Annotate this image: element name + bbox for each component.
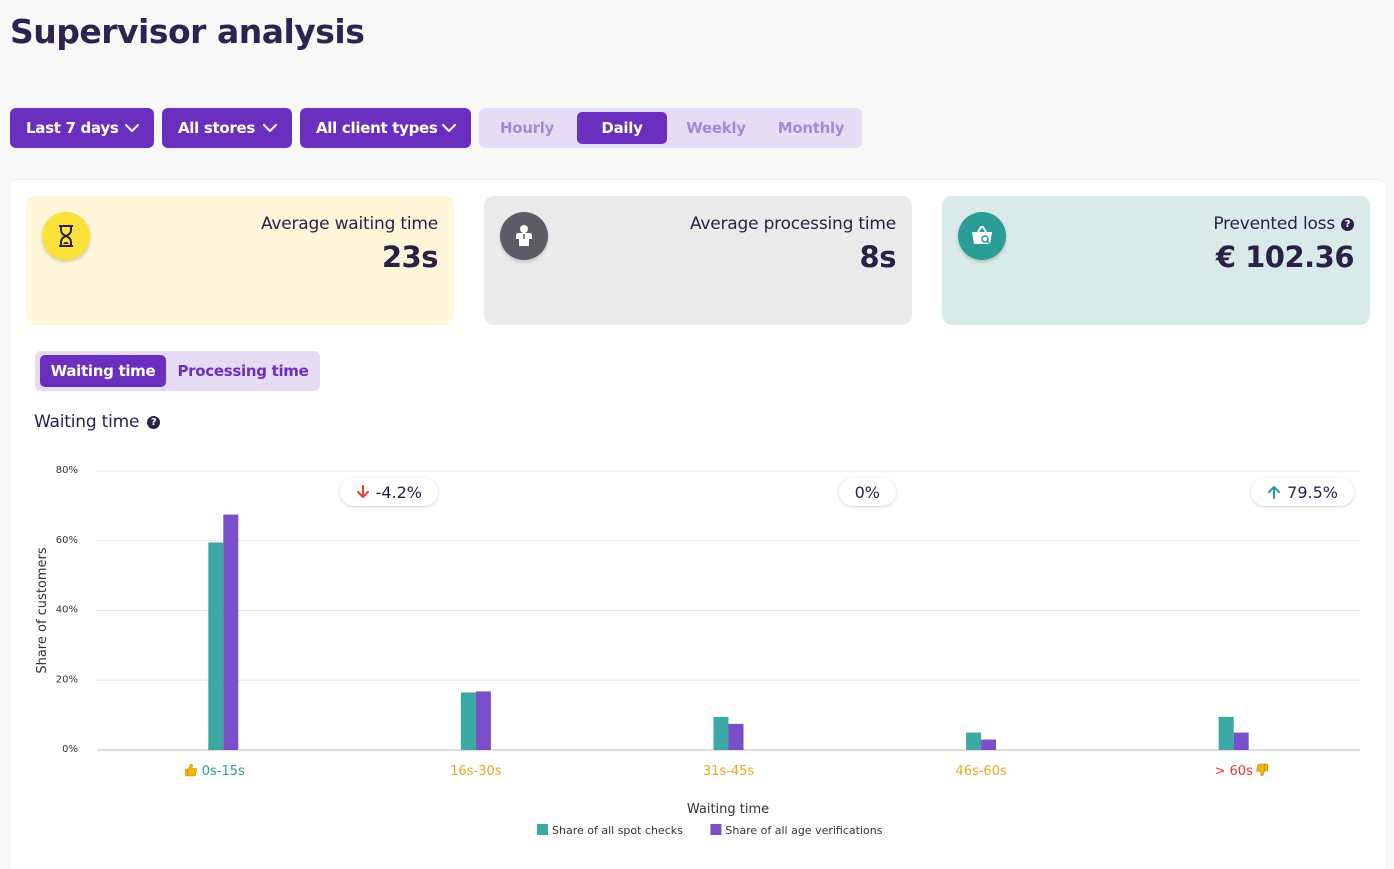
- period-hourly[interactable]: Hourly: [499, 119, 555, 137]
- legend-swatch: [537, 824, 548, 835]
- arrow-up-icon: [1268, 486, 1281, 499]
- prevented-loss-change-badge: 79.5%: [1251, 478, 1354, 506]
- y-tick-label: 40%: [56, 605, 78, 616]
- bar: [981, 739, 997, 750]
- x-tick-label: 31s-45s: [703, 764, 755, 779]
- thumbs-up-icon: [185, 763, 197, 777]
- client-types-dropdown[interactable]: All client types: [300, 108, 471, 148]
- prevented-loss-change: 79.5%: [1287, 482, 1338, 502]
- chevron-down-icon: [124, 120, 140, 136]
- bar: [966, 732, 982, 750]
- avg-waiting-change: -4.2%: [375, 482, 422, 502]
- x-tick-label: 16s-30s: [450, 764, 502, 779]
- basket-icon: [958, 212, 1006, 260]
- bar: [713, 716, 729, 750]
- bar: [1233, 732, 1249, 750]
- date-range-label: Last 7 days: [26, 119, 119, 137]
- avg-processing-card: Average processing time 8s 0%: [484, 196, 912, 506]
- avg-processing-change-badge: 0%: [838, 478, 896, 506]
- avg-waiting-change-badge: -4.2%: [339, 478, 438, 506]
- chevron-down-icon: [262, 120, 278, 136]
- avg-waiting-card: Average waiting time 23s -4.2%: [26, 196, 454, 506]
- chevron-down-icon: [441, 120, 457, 136]
- avg-processing-label: Average processing time: [689, 214, 896, 234]
- period-daily[interactable]: Daily: [577, 112, 667, 144]
- stores-label: All stores: [178, 119, 256, 137]
- person-icon: [500, 212, 548, 260]
- legend-label: Share of all spot checks: [552, 824, 683, 837]
- prevented-loss-card: Prevented loss ? € 102.36 79.5%: [942, 196, 1370, 506]
- period-monthly[interactable]: Monthly: [777, 119, 845, 137]
- hourglass-icon: [42, 212, 90, 260]
- avg-processing-change: 0%: [854, 482, 880, 502]
- prevented-loss-value: € 102.36: [1215, 240, 1355, 274]
- avg-processing-value: 8s: [859, 240, 897, 274]
- bar: [208, 542, 224, 750]
- prevented-loss-label: Prevented loss ?: [1213, 214, 1354, 234]
- avg-waiting-label: Average waiting time: [260, 214, 438, 234]
- legend-label: Share of all age verifications: [725, 824, 882, 837]
- x-tick-label: > 60s: [1215, 764, 1254, 779]
- stores-dropdown[interactable]: All stores: [162, 108, 292, 148]
- bar: [728, 723, 744, 750]
- period-weekly[interactable]: Weekly: [686, 119, 746, 137]
- tab-processing-time[interactable]: Processing time: [177, 362, 309, 380]
- thumbs-down-icon: [1256, 763, 1268, 777]
- x-tick-label: 0s-15s: [202, 764, 245, 779]
- help-icon[interactable]: ?: [147, 415, 161, 429]
- page-title: Supervisor analysis: [10, 12, 365, 51]
- period-selector: Hourly Daily Weekly Monthly: [479, 108, 862, 148]
- prevented-loss-label-text: Prevented loss: [1213, 214, 1335, 234]
- y-axis-title: Share of customers: [35, 547, 50, 674]
- bar: [1218, 716, 1234, 750]
- x-axis-title: Waiting time: [687, 802, 769, 817]
- help-icon[interactable]: ?: [1341, 217, 1354, 231]
- metric-toggle: Waiting time Processing time: [35, 351, 320, 391]
- y-tick-label: 0%: [62, 744, 78, 755]
- chart-title-text: Waiting time: [34, 412, 140, 432]
- x-tick-label: 46s-60s: [955, 764, 1007, 779]
- y-tick-label: 20%: [56, 674, 78, 685]
- arrow-down-icon: [356, 485, 369, 498]
- bar: [475, 691, 491, 750]
- bar: [223, 514, 239, 750]
- tab-waiting-time[interactable]: Waiting time: [40, 355, 166, 387]
- y-tick-label: 60%: [56, 535, 78, 546]
- client-types-label: All client types: [316, 119, 438, 137]
- date-range-dropdown[interactable]: Last 7 days: [10, 108, 154, 148]
- avg-waiting-value: 23s: [381, 240, 439, 274]
- legend-swatch: [710, 824, 722, 835]
- bar: [460, 692, 476, 750]
- y-tick-label: 80%: [56, 465, 78, 476]
- chart-title: Waiting time ?: [34, 412, 161, 432]
